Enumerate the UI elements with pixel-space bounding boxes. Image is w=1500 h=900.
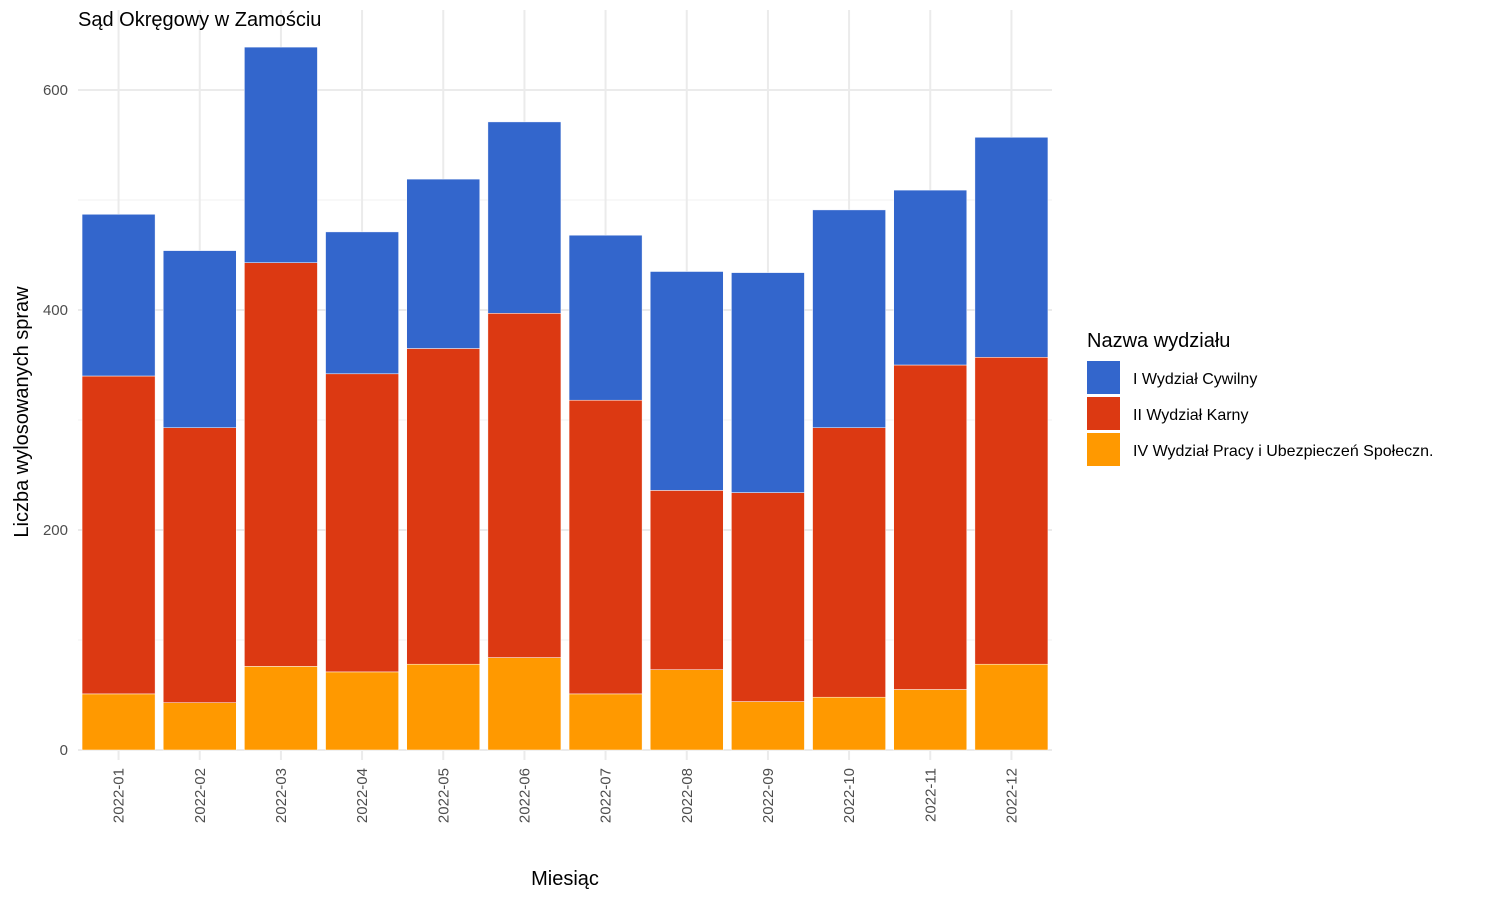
bar-segment	[81, 375, 156, 695]
bar-segment	[162, 250, 237, 428]
x-axis-ticks: 2022-01 2022-02 2022-03 2022-04 2022-05 2022-…	[111, 768, 1021, 823]
x-tick-label: 2022-04	[354, 768, 371, 823]
bar-segment	[487, 313, 562, 658]
y-axis-ticks: 0 200 400 600	[43, 82, 68, 759]
bar-segment	[406, 348, 481, 665]
x-tick-label: 2022-01	[111, 768, 128, 823]
x-tick-label: 2022-06	[516, 768, 533, 823]
x-tick-label: 2022-03	[273, 768, 290, 823]
bar-segment	[974, 137, 1049, 358]
legend-label: IV Wydział Pracy i Ubezpieczeń Społeczn.	[1133, 443, 1433, 460]
bar-segment	[893, 689, 968, 751]
bar-segment	[244, 262, 318, 667]
x-tick-label: 2022-07	[598, 768, 615, 823]
x-tick-label: 2022-12	[1003, 768, 1020, 823]
y-axis-title: Liczba wylosowanych spraw	[11, 286, 33, 538]
chart-title: Sąd Okręgowy w Zamościu	[78, 9, 321, 31]
bar-segment	[487, 657, 562, 751]
y-tick-label: 400	[43, 302, 68, 319]
legend: Nazwa wydziału I Wydział Cywilny II Wydzi…	[1087, 330, 1433, 466]
bar-segment	[731, 272, 805, 493]
bar-segment	[162, 702, 237, 751]
legend-key	[1087, 361, 1120, 394]
legend-label: I Wydział Cywilny	[1133, 371, 1257, 388]
bar-segment	[812, 696, 886, 751]
bar-segment	[893, 189, 968, 366]
bar-segment	[325, 373, 399, 673]
bar-segment	[81, 693, 156, 751]
y-tick-label: 600	[43, 82, 68, 99]
legend-title: Nazwa wydziału	[1087, 330, 1230, 352]
bar-segment	[162, 427, 237, 703]
bar-segment	[568, 234, 643, 401]
y-tick-label: 200	[43, 522, 68, 539]
bar-segment	[325, 231, 399, 375]
bar-segment	[81, 214, 156, 377]
bar-segment	[974, 663, 1049, 751]
bar-segment	[649, 490, 724, 670]
bar-segment	[487, 121, 562, 314]
bar-segment	[244, 666, 318, 751]
bar-segment	[568, 693, 643, 751]
bar-segment	[568, 399, 643, 695]
x-tick-label: 2022-08	[679, 768, 696, 823]
bar-segment	[812, 209, 886, 428]
bar-segment	[244, 46, 318, 263]
bars	[81, 46, 1049, 751]
x-tick-label: 2022-02	[192, 768, 209, 823]
legend-key	[1087, 433, 1120, 466]
x-tick-label: 2022-10	[841, 768, 858, 823]
x-tick-label: 2022-11	[922, 768, 939, 822]
bar-segment	[649, 669, 724, 751]
bar-segment	[731, 701, 805, 751]
bar-segment	[974, 357, 1049, 665]
x-tick-label: 2022-05	[435, 768, 452, 823]
bar-segment	[812, 427, 886, 698]
bar-segment	[731, 492, 805, 702]
bar-segment	[649, 271, 724, 491]
legend-key	[1087, 397, 1120, 430]
x-axis-title: Miesiąc	[531, 868, 599, 890]
y-tick-label: 0	[60, 742, 68, 759]
bar-segment	[406, 178, 481, 349]
bar-segment	[893, 364, 968, 690]
bar-segment	[406, 663, 481, 751]
legend-label: II Wydział Karny	[1133, 407, 1248, 424]
bar-segment	[325, 671, 399, 751]
x-tick-label: 2022-09	[760, 768, 777, 823]
